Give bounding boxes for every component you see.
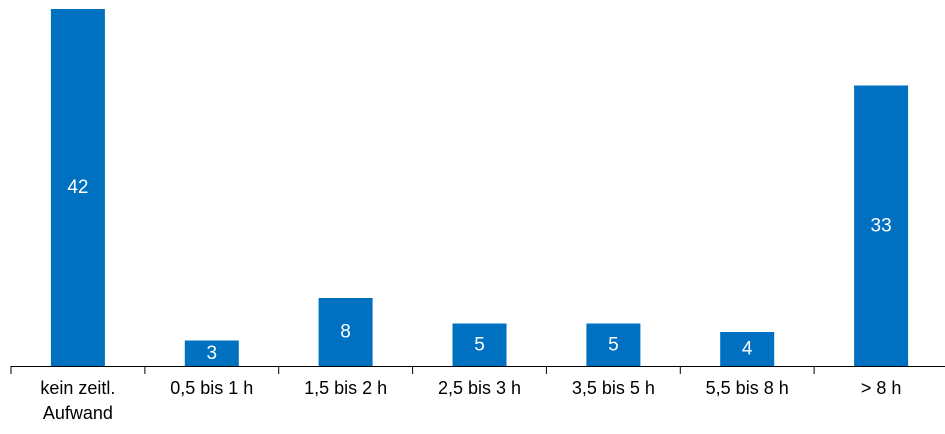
x-tick-label: > 8 h: [861, 378, 902, 398]
bar-labels-group: 42 3 8 5 5 4 33: [67, 177, 891, 364]
x-tick-label: kein zeitl. Aufwand: [40, 378, 115, 423]
x-tick-label: 3,5 bis 5 h: [572, 378, 655, 398]
bar: [452, 323, 507, 366]
x-tick-label-line: 0,5 bis 1 h: [170, 378, 253, 398]
x-axis-ticks: [10, 366, 815, 374]
x-tick-label-line: > 8 h: [861, 378, 902, 398]
bar: [720, 332, 775, 366]
x-tick-label: 0,5 bis 1 h: [170, 378, 253, 398]
bars-group: [50, 9, 909, 366]
bar: [318, 298, 373, 366]
bar: [184, 340, 239, 366]
x-tick-label: 5,5 bis 8 h: [706, 378, 789, 398]
x-tick-label-line: 3,5 bis 5 h: [572, 378, 655, 398]
bar-data-label: 5: [474, 334, 485, 355]
bar: [50, 9, 105, 366]
x-tick-label-line: 1,5 bis 2 h: [304, 378, 387, 398]
x-axis-tick-labels: kein zeitl. Aufwand 0,5 bis 1 h 1,5 bis 2 h…: [40, 378, 901, 423]
bar-data-label: 5: [608, 334, 619, 355]
x-tick-label-line: 5,5 bis 8 h: [706, 378, 789, 398]
x-tick-label-line: kein zeitl.: [40, 378, 115, 398]
bar: [586, 323, 641, 366]
x-tick-label: 2,5 bis 3 h: [438, 378, 521, 398]
bar-data-label: 3: [207, 343, 218, 364]
bar-data-label: 8: [340, 322, 351, 343]
x-tick-label: 1,5 bis 2 h: [304, 378, 387, 398]
bar-data-label: 42: [67, 177, 88, 198]
bar-data-label: 33: [871, 215, 892, 236]
x-tick-label-line: Aufwand: [43, 403, 113, 423]
x-tick-label-line: 2,5 bis 3 h: [438, 378, 521, 398]
bar: [854, 85, 909, 366]
bar-data-label: 4: [742, 339, 753, 360]
